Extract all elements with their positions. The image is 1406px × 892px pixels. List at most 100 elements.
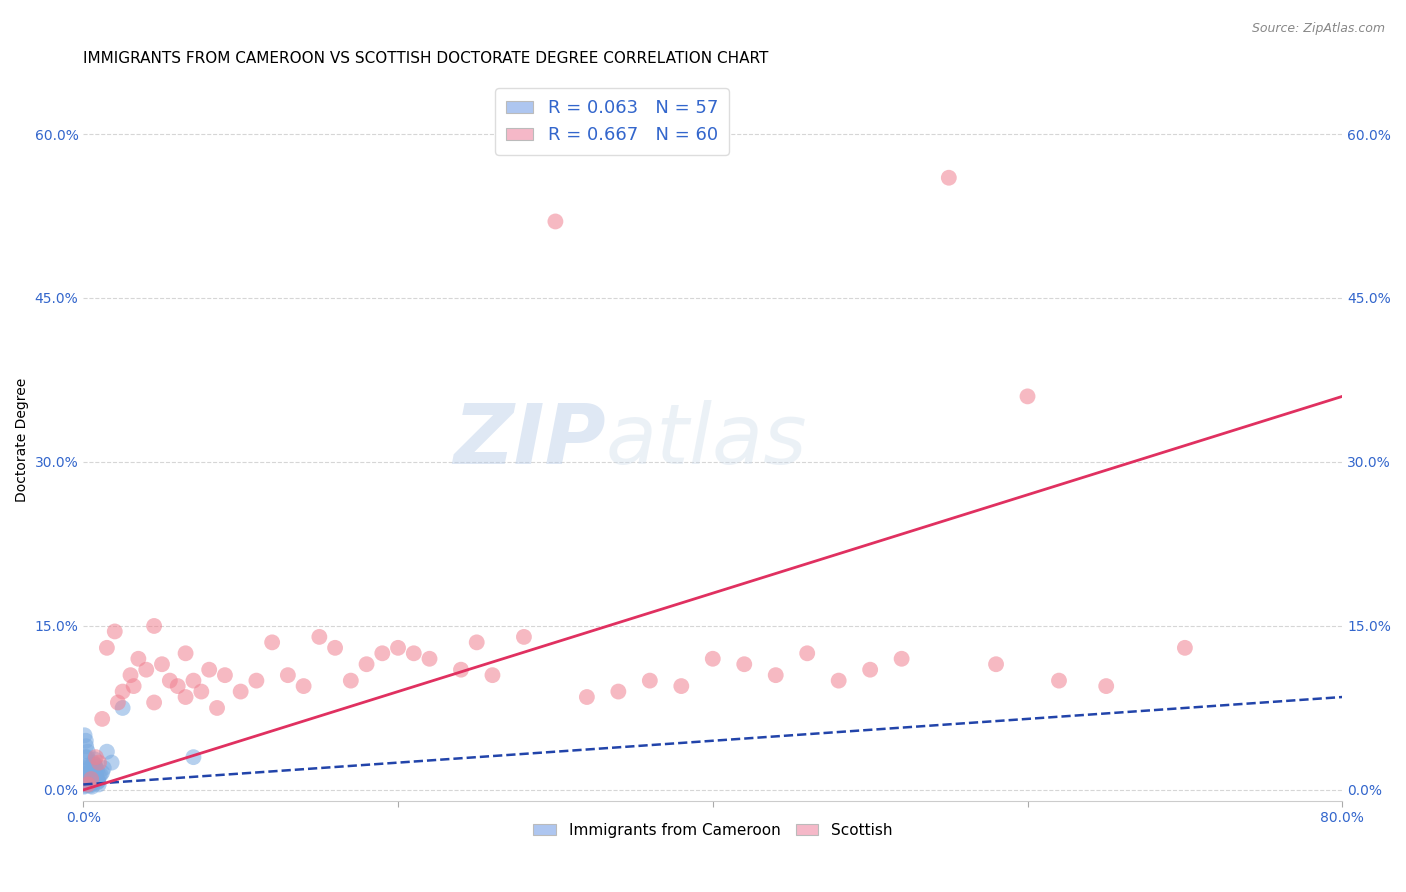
Point [87,777,110,791]
Point [91,712,114,726]
Point [120,668,142,682]
Point [76,745,98,759]
Point [80,772,103,786]
Point [80,780,103,794]
Point [79,774,101,789]
Point [122,679,145,693]
Point [1047,673,1070,688]
Point [73,728,96,742]
Point [77,766,100,780]
Point [984,657,1007,672]
Point [83,769,105,783]
Point [84,764,107,779]
Point [174,690,197,704]
Point [292,679,315,693]
Point [1017,389,1039,403]
Point [91,765,114,780]
Point [80,776,103,790]
Point [73,780,96,794]
Point [83,756,105,770]
Point [890,652,912,666]
Point [127,652,149,666]
Point [229,684,252,698]
Point [73,772,96,786]
Point [481,668,503,682]
Text: IMMIGRANTS FROM CAMEROON VS SCOTTISH DOCTORATE DEGREE CORRELATION CHART: IMMIGRANTS FROM CAMEROON VS SCOTTISH DOC… [83,51,769,66]
Point [86,772,108,786]
Point [107,696,129,710]
Point [84,750,107,764]
Point [82,771,104,785]
Point [183,750,205,764]
Point [205,701,228,715]
Point [80,776,103,790]
Point [77,777,100,791]
Point [702,652,724,666]
Point [765,668,787,682]
Point [77,766,100,780]
Point [75,750,97,764]
Point [174,646,197,660]
Point [671,679,693,693]
Point [83,752,105,766]
Point [135,663,157,677]
Point [607,684,630,698]
Point [80,776,103,790]
Point [796,646,818,660]
Point [387,640,409,655]
Point [1174,640,1197,655]
Point [402,646,425,660]
Point [190,684,212,698]
Point [323,640,346,655]
Point [77,774,100,789]
Point [75,776,97,790]
Point [1095,679,1118,693]
Point [83,757,105,772]
Point [84,771,107,785]
Point [111,701,134,715]
Y-axis label: Doctorate Degree: Doctorate Degree [15,378,30,502]
Point [96,640,118,655]
Point [87,756,110,770]
Point [143,696,166,710]
Point [75,772,97,786]
Point [159,673,181,688]
Point [87,769,110,783]
Point [79,777,101,791]
Point [87,774,110,789]
Text: Source: ZipAtlas.com: Source: ZipAtlas.com [1251,22,1385,36]
Point [198,663,221,677]
Point [82,766,104,780]
Point [143,619,166,633]
Point [75,777,97,791]
Point [277,668,299,682]
Legend: Immigrants from Cameroon, Scottish: Immigrants from Cameroon, Scottish [527,816,898,844]
Point [93,761,115,775]
Point [87,773,110,788]
Point [82,762,104,776]
Point [75,733,97,747]
Point [418,652,440,666]
Point [733,657,755,672]
Point [544,214,567,228]
Point [150,657,173,672]
Point [77,765,100,780]
Point [183,673,205,688]
Point [827,673,849,688]
Point [166,679,188,693]
Text: atlas: atlas [606,400,807,481]
Point [76,750,98,764]
Point [245,673,267,688]
Point [96,745,118,759]
Point [262,635,284,649]
Point [450,663,472,677]
Point [90,767,112,781]
Text: ZIP: ZIP [453,400,606,481]
Point [938,170,960,185]
Point [104,624,127,639]
Point [465,635,488,649]
Point [79,779,101,793]
Point [84,770,107,784]
Point [76,764,98,778]
Point [214,668,236,682]
